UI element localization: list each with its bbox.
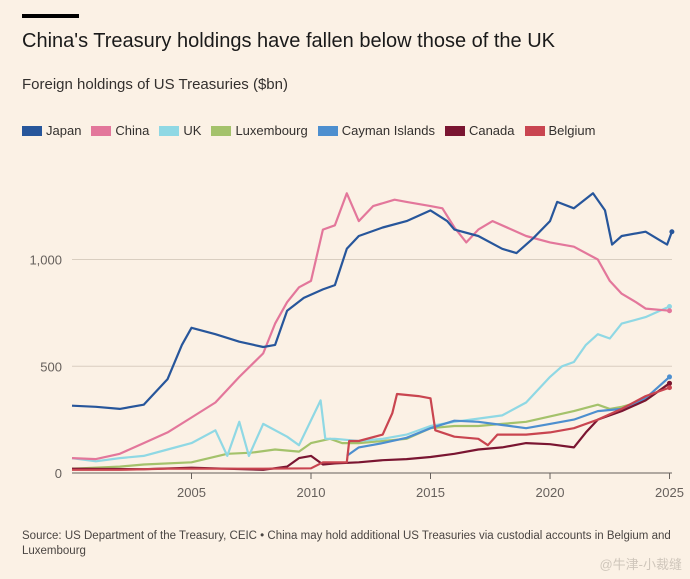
watermark: @牛津-小裁缝	[599, 557, 682, 572]
series-endpoint	[669, 229, 675, 235]
series-line-cayman-islands	[346, 376, 671, 457]
legend-swatch	[22, 125, 42, 136]
series-endpoint	[667, 374, 672, 380]
chart-subtitle: Foreign holdings of US Treasuries ($bn)	[22, 76, 288, 93]
y-tick-label: 1,000	[29, 253, 62, 268]
legend-label: Belgium	[548, 123, 596, 138]
legend-swatch	[524, 125, 545, 136]
legend-label: China	[115, 123, 150, 138]
y-tick-label: 0	[55, 466, 62, 481]
legend-label: Cayman Islands	[341, 123, 435, 138]
legend-item: Japan	[22, 123, 81, 138]
series-line-china	[71, 192, 670, 461]
x-tick-label: 2020	[536, 485, 565, 500]
legend-item: UK	[159, 123, 201, 138]
legend-item: Canada	[444, 123, 515, 138]
legend-swatch	[444, 125, 465, 136]
series-endpoint	[667, 380, 672, 386]
y-tick-label: 500	[40, 359, 62, 374]
legend-swatch	[159, 125, 180, 136]
legend-swatch	[317, 125, 338, 136]
x-tick-label: 2005	[177, 485, 206, 500]
x-tick-label: 2010	[297, 485, 326, 500]
source-note: Source: US Department of the Treasury, C…	[22, 530, 671, 557]
x-tick-label: 2025	[655, 485, 684, 500]
header-rule	[22, 14, 79, 18]
legend-label: UK	[183, 123, 202, 138]
series-endpoint	[667, 308, 672, 314]
legend: Japan China UK Luxembourg Cayman Islands Cana…	[22, 123, 595, 138]
chart-title: China's Treasury holdings have fallen be…	[22, 30, 556, 52]
series-endpoint	[667, 303, 672, 309]
legend-label: Canada	[468, 123, 515, 138]
legend-label: Japan	[46, 123, 82, 138]
series-line-canada	[71, 382, 671, 471]
series-line-japan	[71, 192, 673, 410]
legend-swatch	[91, 125, 112, 136]
legend-label: Luxembourg	[235, 123, 308, 138]
legend-item: Luxembourg	[211, 123, 308, 138]
legend-item: Cayman Islands	[317, 123, 435, 138]
legend-item: China	[91, 123, 149, 138]
legend-item: Belgium	[524, 123, 596, 138]
series-line-belgium	[72, 386, 670, 471]
x-tick-label: 2015	[416, 485, 445, 500]
legend-swatch	[211, 125, 232, 136]
series-endpoint	[667, 385, 672, 391]
